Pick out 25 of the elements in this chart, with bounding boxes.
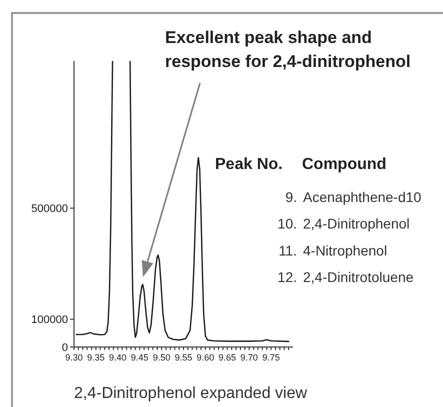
y-tick-label: 0 — [62, 342, 68, 354]
y-tick-label: 100000 — [31, 314, 68, 326]
annotation: 11. — [278, 242, 297, 258]
text: Acenaphthene-d10 — [303, 189, 422, 205]
text: 4-Nitrophenol — [303, 242, 388, 258]
x-tick-label: 9.45 — [130, 352, 148, 362]
x-tick-label: 9.55 — [174, 352, 192, 362]
text: 2,4-Dinitrophenol — [303, 216, 410, 232]
annotation: 10. — [278, 216, 297, 232]
x-tick-label: 9.35 — [87, 352, 105, 362]
x-tick-label: 9.70 — [240, 352, 258, 362]
annotation: Excellent peak shape and response for 2,4-dinitrophenol — [165, 28, 411, 71]
text: 2,4-Dinitrophenol expanded view — [74, 385, 308, 402]
text: 2,4-Dinitrotoluene — [303, 269, 414, 286]
x-tick-label: 9.60 — [196, 352, 214, 362]
text: Compound — [302, 156, 386, 173]
x-tick-label: 9.50 — [152, 352, 170, 362]
annotation: 12. — [278, 269, 297, 286]
x-tick-label: 9.30 — [65, 352, 83, 362]
annotation: Peak No. — [215, 156, 283, 173]
x-tick-label: 9.40 — [109, 352, 127, 362]
x-tick-label: 9.75 — [262, 352, 280, 362]
x-tick-label: 9.65 — [218, 352, 236, 362]
annotation: 9. — [285, 189, 297, 205]
y-tick-label: 500000 — [31, 203, 68, 216]
